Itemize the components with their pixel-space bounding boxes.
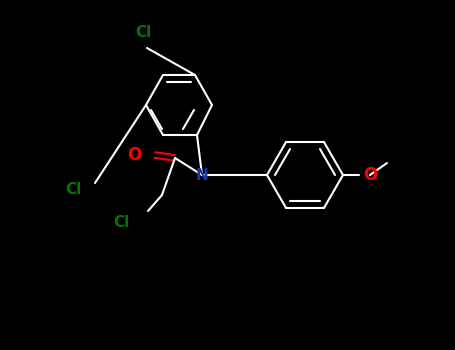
Text: O: O [127, 146, 141, 164]
Text: Cl: Cl [66, 182, 82, 196]
Text: Cl: Cl [114, 215, 130, 230]
Text: O: O [363, 166, 377, 184]
Text: N: N [196, 168, 208, 182]
Text: Cl: Cl [135, 25, 151, 40]
